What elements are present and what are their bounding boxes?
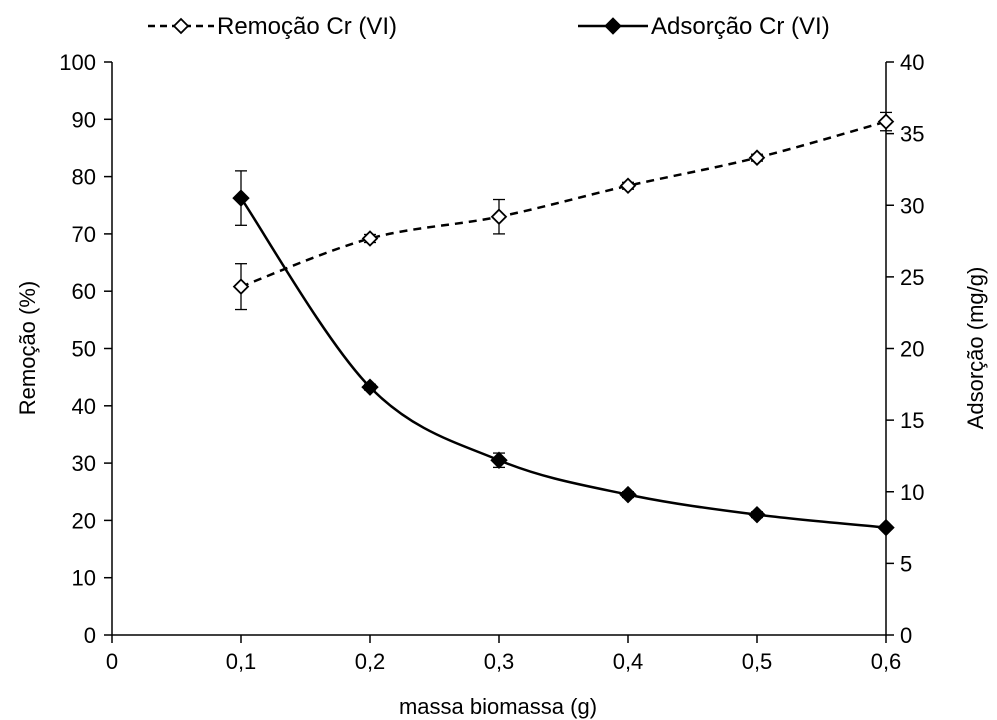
legend-item-adsorption: Adsorção Cr (VI)	[578, 13, 830, 40]
x-tick-label: 0,6	[871, 649, 902, 674]
y2-tick-label: 35	[900, 122, 924, 147]
x-axis-title: massa biomassa (g)	[399, 694, 597, 719]
y2-tick-label: 0	[900, 623, 912, 648]
y-tick-label: 0	[84, 623, 96, 648]
y2-tick-label: 20	[900, 337, 924, 362]
data-point-adsorption	[619, 485, 637, 504]
y-tick-label: 50	[72, 337, 96, 362]
y2-tick-label: 10	[900, 480, 924, 505]
y-tick-label: 60	[72, 279, 96, 304]
legend-item-removal: Remoção Cr (VI)	[148, 13, 397, 40]
y-tick-label: 20	[72, 508, 96, 533]
legend-marker-adsorption	[604, 17, 622, 35]
y-axis-title: Remoção (%)	[15, 281, 40, 415]
legend: Remoção Cr (VI) Adsorção Cr (VI)	[148, 13, 830, 40]
y-tick-label: 90	[72, 107, 96, 132]
x-tick-label: 0,1	[226, 649, 257, 674]
data-point-adsorption	[232, 189, 250, 207]
y2-tick-label: 30	[900, 193, 924, 218]
data-point-removal	[232, 278, 250, 295]
legend-label-removal: Remoção Cr (VI)	[217, 13, 397, 40]
y2-tick-label: 15	[900, 408, 924, 433]
y-tick-label: 30	[72, 451, 96, 476]
data-point-removal	[619, 177, 637, 195]
x-tick-label: 0,5	[742, 649, 773, 674]
data-point-adsorption	[877, 518, 895, 537]
data-point-removal	[877, 113, 895, 130]
y2-tick-label: 40	[900, 50, 924, 75]
y2-tick-label: 5	[900, 551, 912, 576]
y-tick-label: 100	[59, 50, 96, 75]
data-point-adsorption	[361, 378, 379, 396]
x-tick-label: 0,2	[355, 649, 386, 674]
legend-marker-removal	[172, 17, 190, 35]
data-point-removal	[748, 149, 766, 166]
legend-label-adsorption: Adsorção Cr (VI)	[651, 13, 830, 40]
data-point-adsorption	[490, 451, 508, 469]
y-tick-label: 10	[72, 566, 96, 591]
x-tick-label: 0,3	[484, 649, 515, 674]
data-point-removal	[361, 230, 379, 247]
y-tick-label: 70	[72, 222, 96, 247]
plot-area	[232, 111, 895, 537]
data-point-removal	[490, 208, 508, 225]
x-tick-label: 0	[106, 649, 118, 674]
y2-tick-label: 25	[900, 265, 924, 290]
x-tick-label: 0,4	[613, 649, 644, 674]
series-line-removal	[240, 120, 887, 288]
y-tick-label: 80	[72, 165, 96, 190]
y2-axis-title: Adsorção (mg/g)	[963, 267, 988, 430]
data-point-adsorption	[748, 505, 766, 524]
y-tick-label: 40	[72, 394, 96, 419]
